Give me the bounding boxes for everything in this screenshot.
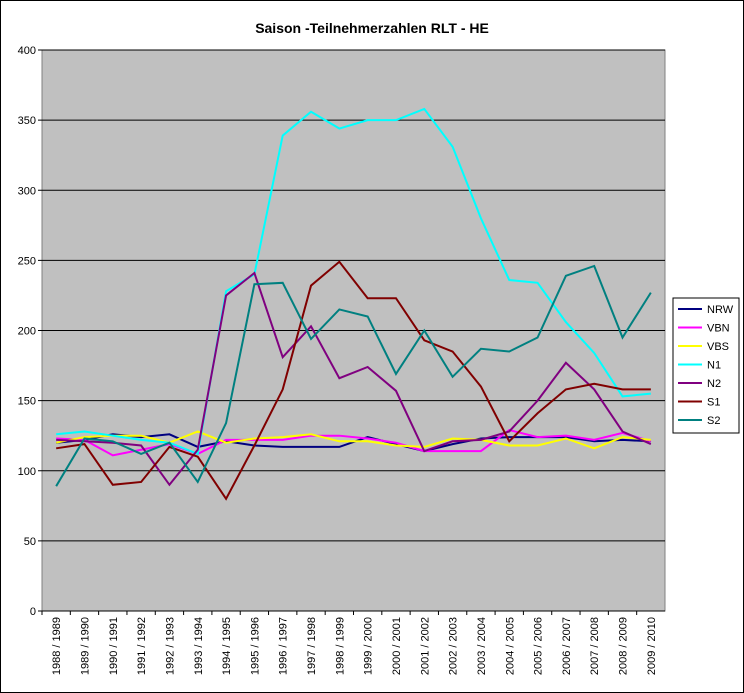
- series-line: [56, 428, 652, 457]
- y-tick-label: 50: [24, 536, 36, 548]
- legend-label: VBN: [707, 323, 730, 335]
- y-tick-label: 250: [18, 255, 36, 267]
- series-line: [56, 260, 651, 501]
- y-tick-label: 100: [18, 466, 36, 478]
- x-tick-label: 1997 / 1998: [306, 617, 318, 675]
- x-tick-label: 2000 / 2001: [391, 617, 403, 675]
- x-tick-label: 2005 / 2006: [533, 617, 545, 675]
- legend-label: NRW: [707, 304, 734, 316]
- legend-label: N2: [707, 378, 721, 390]
- series-line: [55, 430, 651, 450]
- y-tick-label: 400: [18, 45, 36, 57]
- x-tick-label: 2008 / 2009: [618, 617, 630, 675]
- legend-label: S1: [707, 397, 720, 409]
- series-line: [55, 264, 652, 487]
- x-tick-label: 1994 / 1995: [221, 617, 233, 675]
- x-tick-label: 1998 / 1999: [334, 617, 346, 675]
- x-tick-label: 1988 / 1989: [51, 617, 63, 675]
- y-tick-label: 150: [18, 396, 36, 408]
- legend-label: S2: [707, 415, 720, 427]
- x-tick-label: 1989 / 1990: [79, 617, 91, 675]
- x-tick-label: 1995 / 1996: [249, 617, 261, 675]
- x-tick-label: 2004 / 2005: [504, 617, 516, 675]
- x-tick-label: 1990 / 1991: [108, 617, 120, 675]
- x-tick-label: 2003 / 2004: [476, 617, 488, 675]
- y-tick-label: 300: [18, 185, 36, 197]
- x-tick-label: 2002 / 2003: [448, 617, 460, 675]
- x-tick-label: 1992 / 1993: [164, 617, 176, 675]
- x-tick-label: 1996 / 1997: [278, 617, 290, 675]
- x-tick-label: 1993 / 1994: [193, 617, 205, 675]
- x-tick-label: 1991 / 1992: [136, 617, 148, 675]
- y-tick-label: 200: [18, 326, 36, 338]
- y-tick-label: 350: [18, 115, 36, 127]
- x-tick-label: 2007 / 2008: [589, 617, 601, 675]
- chart-title: Saison -Teilnehmerzahlen RLT - HE: [255, 20, 489, 36]
- x-tick-label: 2009 / 2010: [646, 617, 658, 675]
- x-tick-label: 2001 / 2002: [419, 617, 431, 675]
- x-tick-label: 1999 / 2000: [363, 617, 375, 675]
- series-line: [56, 107, 651, 456]
- legend-label: VBS: [707, 341, 729, 353]
- y-tick-label: 0: [30, 606, 36, 618]
- legend-label: N1: [707, 360, 721, 372]
- x-tick-label: 2006 / 2007: [561, 617, 573, 675]
